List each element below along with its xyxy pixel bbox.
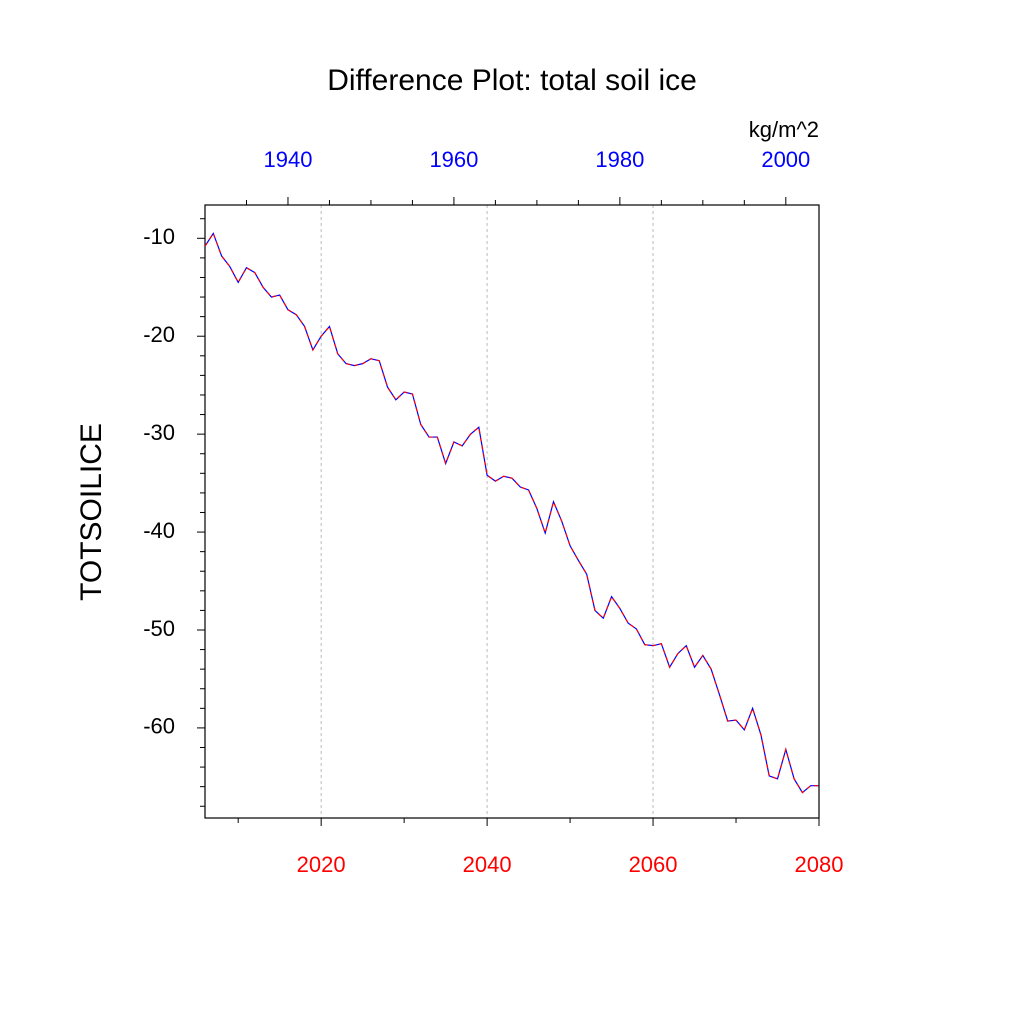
- data-line-dash: [204, 232, 819, 794]
- x2-tick-label: 2000: [761, 147, 810, 172]
- x2-tick-label: 1980: [595, 147, 644, 172]
- data-line: [204, 232, 819, 794]
- y-tick-label: -20: [143, 322, 175, 347]
- plot-frame: [204, 204, 820, 819]
- x2-tick-label: 1940: [263, 147, 312, 172]
- units-label: kg/m^2: [749, 117, 819, 142]
- x-tick-label: 2080: [795, 852, 844, 877]
- x2-tick-label: 1960: [429, 147, 478, 172]
- x-tick-label: 2040: [463, 852, 512, 877]
- y-tick-label: -40: [143, 518, 175, 543]
- y-tick-label: -10: [143, 224, 175, 249]
- x-tick-label: 2060: [629, 852, 678, 877]
- chart-title: Difference Plot: total soil ice: [327, 64, 697, 97]
- y-axis-label: TOTSOILICE: [75, 423, 108, 601]
- y-tick-label: -30: [143, 420, 175, 445]
- y-tick-label: -60: [143, 714, 175, 739]
- y-tick-label: -50: [143, 616, 175, 641]
- x-tick-label: 2020: [297, 852, 346, 877]
